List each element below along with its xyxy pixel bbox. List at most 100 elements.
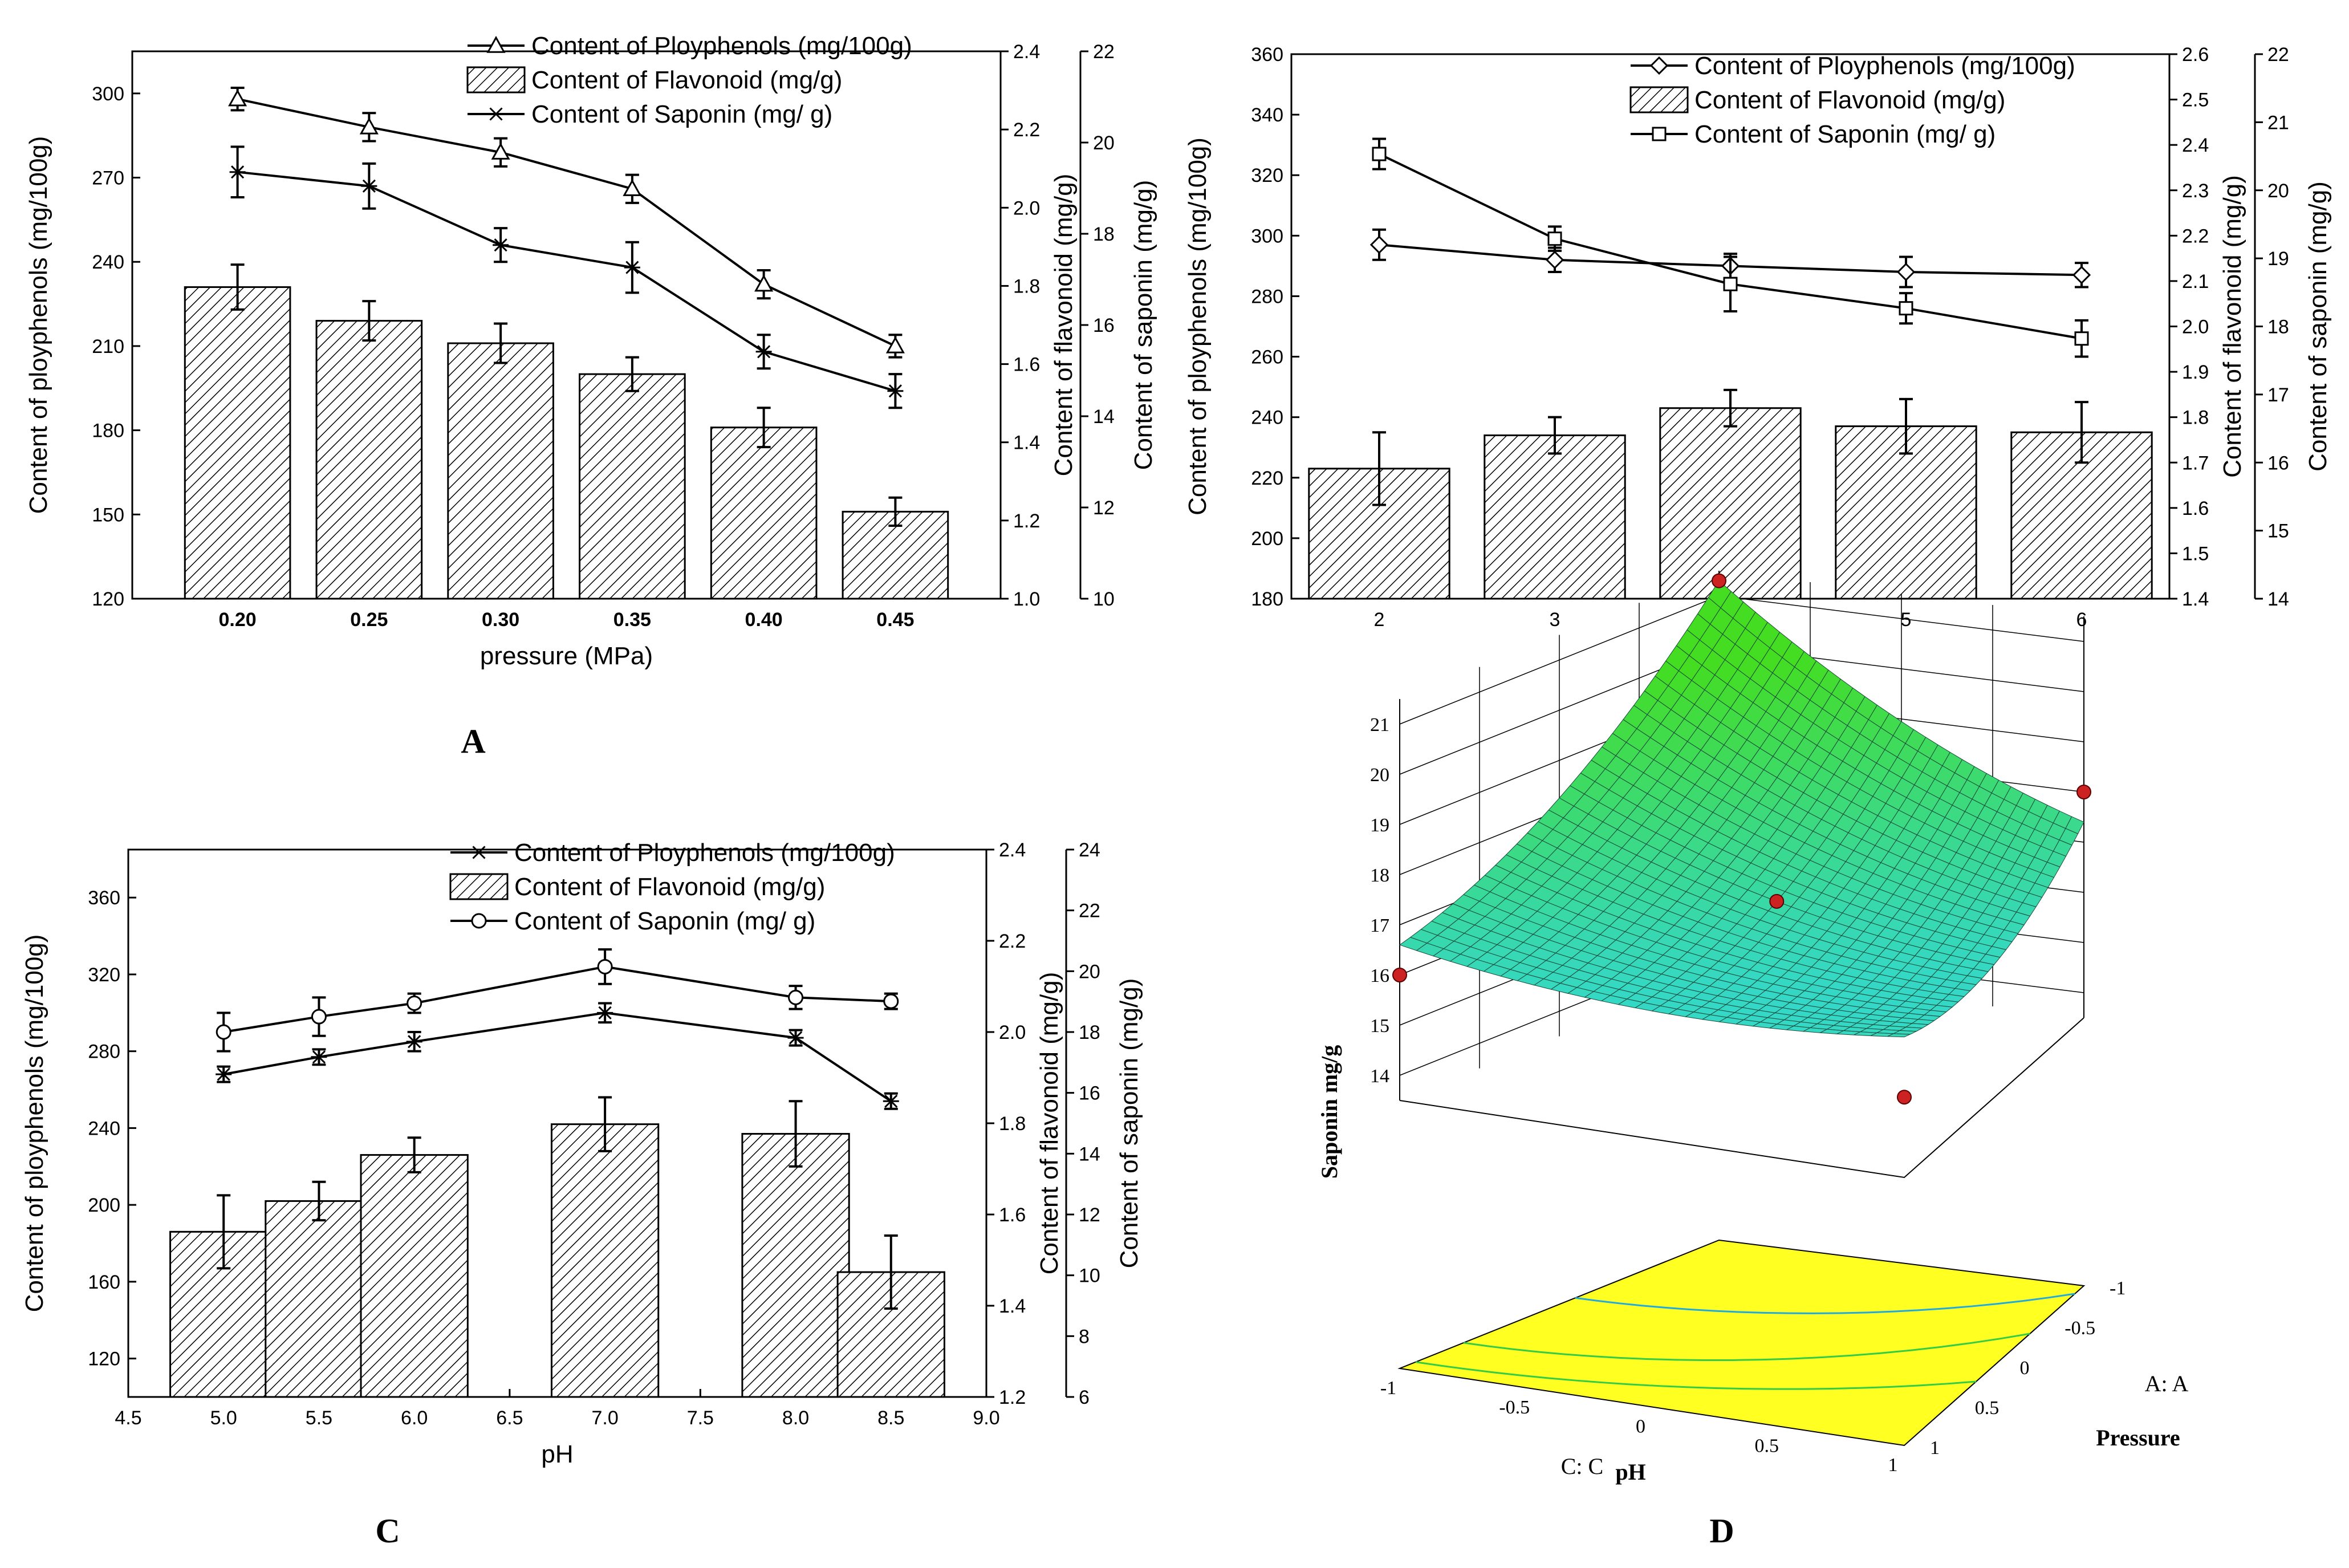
- c-y-right2-tick-label: 14: [1079, 1143, 1100, 1165]
- a-legend-swatch-marker: [488, 107, 504, 121]
- a-point-marker: [361, 179, 377, 193]
- a-y-left-tick-label: 210: [92, 336, 124, 358]
- b-x-tick-label: 5: [1901, 609, 1912, 631]
- a-bar: [184, 286, 291, 600]
- a-y-right2-tick-label: 18: [1093, 224, 1115, 245]
- b-point-marker: [1547, 231, 1562, 246]
- a-legend-swatch-bar: [466, 66, 526, 94]
- b-y-right2-axis-label: Content of saponin (mg/g): [2304, 181, 2332, 472]
- c-x-tick-label: 5.0: [210, 1407, 237, 1429]
- c-legend-swatch-marker: [471, 913, 487, 929]
- c-point-marker: [597, 1006, 613, 1019]
- c-point-marker: [311, 1009, 327, 1025]
- c-point-marker-stroke: [408, 1035, 421, 1049]
- d-contour-line: [1575, 1293, 2075, 1314]
- d-z-tick-label: 21: [1370, 714, 1389, 736]
- b-y-right1-tick-label: 2.4: [2182, 135, 2209, 156]
- c-legend-label: Content of Flavonoid (mg/g): [514, 873, 825, 901]
- c-y-right1-tick-label: 2.0: [999, 1022, 1026, 1043]
- a-x-tick-label: 0.20: [219, 609, 257, 631]
- a-point-marker-stroke: [362, 179, 376, 193]
- b-point-marker: [1896, 262, 1916, 282]
- axis-c-sublabel: pH: [1615, 1459, 1645, 1485]
- a-legend-label: Content of Flavonoid (mg/g): [531, 66, 842, 94]
- d-surface-cell: [1887, 1033, 1911, 1038]
- c-y-right2-tick-label: 20: [1079, 961, 1100, 982]
- c-y-left-tick-label: 160: [88, 1272, 120, 1293]
- a-y-right1-axis-label: Content of flavonoid (mg/g): [1050, 174, 1078, 477]
- c-y-right2-tick-label: 18: [1079, 1022, 1100, 1043]
- d-c-tick-label: 0: [1636, 1416, 1645, 1437]
- a-y-left-axis-label: Content of ployphenols (mg/100g): [25, 136, 52, 514]
- c-x-tick-label: 9.0: [973, 1407, 999, 1429]
- d-box-edge: [1399, 1017, 2084, 1179]
- a-x-tick-label: 0.35: [613, 609, 651, 631]
- c-y-right1-tick-label: 1.8: [999, 1113, 1026, 1135]
- b-bar: [1484, 434, 1626, 600]
- d-a-tick-label: 0: [2020, 1358, 2030, 1379]
- c-y-right1-tick-label: 1.2: [999, 1387, 1026, 1408]
- a-y-right2-tick-label: 10: [1093, 588, 1115, 610]
- b-y-right2-tick-label: 15: [2267, 521, 2289, 542]
- c-bar: [265, 1200, 373, 1398]
- b-y-right2-tick-label: 17: [2267, 384, 2289, 406]
- a-y-right1-tick-label: 1.8: [1013, 275, 1040, 297]
- c-bar: [550, 1123, 660, 1398]
- a-y-right1-tick-label: 1.6: [1013, 354, 1040, 376]
- c-y-right1-axis-label: Content of flavonoid (mg/g): [1035, 972, 1063, 1275]
- a-legend-swatch-marker-stroke: [489, 107, 503, 121]
- a-point-marker-stroke: [625, 261, 639, 274]
- b-x-tick-label: 3: [1550, 609, 1560, 631]
- d-contour-floor: [1397, 1239, 2086, 1447]
- b-y-left-tick-label: 300: [1251, 225, 1283, 247]
- d-z-tick-label: 20: [1370, 765, 1389, 786]
- c-legend-label: Content of Saponin (mg/ g): [514, 907, 815, 935]
- d-c-tick-label: 1: [1888, 1455, 1898, 1476]
- b-y-left-tick-label: 180: [1251, 588, 1283, 610]
- b-legend: Content of Ployphenols (mg/100g) Content …: [1629, 52, 2075, 148]
- a-legend-swatch-marker: [486, 35, 506, 53]
- z-axis-label: Saponin mg/g: [1316, 1045, 1342, 1179]
- b-y-right1-tick-label: 2.1: [2182, 271, 2209, 293]
- b-y-right1-tick-label: 1.7: [2182, 452, 2209, 474]
- a-y-right1-tick-label: 1.4: [1013, 432, 1040, 454]
- panel-d-surface-plot: 14 15 16 17 18 19 20 21 -1 -0.5 0 0.5 1 -1 -0.5 0 0.5 1 D…: [1316, 571, 2188, 1550]
- a-x-tick-label: 0.30: [482, 609, 519, 631]
- c-legend-swatch-marker-stroke: [472, 846, 486, 859]
- d-contour-line: [1415, 1361, 1977, 1390]
- c-y-right2-tick-label: 6: [1079, 1387, 1090, 1408]
- a-series-line-0: [237, 98, 896, 347]
- panel-c-chart: 120 160 200 240 280 320 360 1.2 1.4 1.6 1.8 2.0 2.2 2…: [21, 839, 1143, 1550]
- c-y-left-axis-label: Content of ployphenols (mg/100g): [21, 935, 48, 1313]
- c-bar: [741, 1133, 850, 1398]
- a-point-marker: [887, 384, 904, 398]
- axis-a-label: A: A: [2145, 1371, 2189, 1396]
- c-y-left-tick-label: 120: [88, 1348, 120, 1370]
- a-y-right2-tick-label: 20: [1093, 132, 1115, 154]
- c-y-right1-tick-label: 1.6: [999, 1204, 1026, 1226]
- b-y-right1-tick-label: 1.5: [2182, 543, 2209, 564]
- b-y-right1-tick-label: 2.5: [2182, 90, 2209, 111]
- d-design-point: [2076, 785, 2091, 799]
- panel-d-letter: D: [1709, 1512, 1734, 1550]
- a-legend-label: Content of Ployphenols (mg/100g): [531, 32, 912, 60]
- b-bar: [1659, 407, 1802, 600]
- d-a-tick-label: 1: [1930, 1437, 1940, 1459]
- b-y-right1-tick-label: 1.6: [2182, 498, 2209, 519]
- a-point-marker-stroke: [888, 384, 902, 398]
- a-y-right1-tick-label: 1.0: [1013, 588, 1040, 610]
- axis-a-sublabel: Pressure: [2096, 1425, 2180, 1451]
- b-y-right2-tick-label: 18: [2267, 316, 2289, 338]
- d-z-tick-label: 18: [1370, 865, 1389, 886]
- c-point-marker: [216, 1067, 232, 1081]
- c-legend: Content of Ployphenols (mg/100g) Content …: [449, 839, 895, 935]
- a-point-marker: [228, 89, 247, 107]
- c-y-left-tick-label: 280: [88, 1041, 120, 1063]
- a-point-marker: [624, 261, 640, 274]
- c-x-tick-label: 6.5: [496, 1407, 523, 1429]
- b-point-marker: [2072, 266, 2091, 285]
- a-y-right1-tick-label: 2.0: [1013, 197, 1040, 219]
- b-y-right1-tick-label: 1.4: [2182, 588, 2209, 610]
- c-point-marker-stroke: [884, 1094, 898, 1108]
